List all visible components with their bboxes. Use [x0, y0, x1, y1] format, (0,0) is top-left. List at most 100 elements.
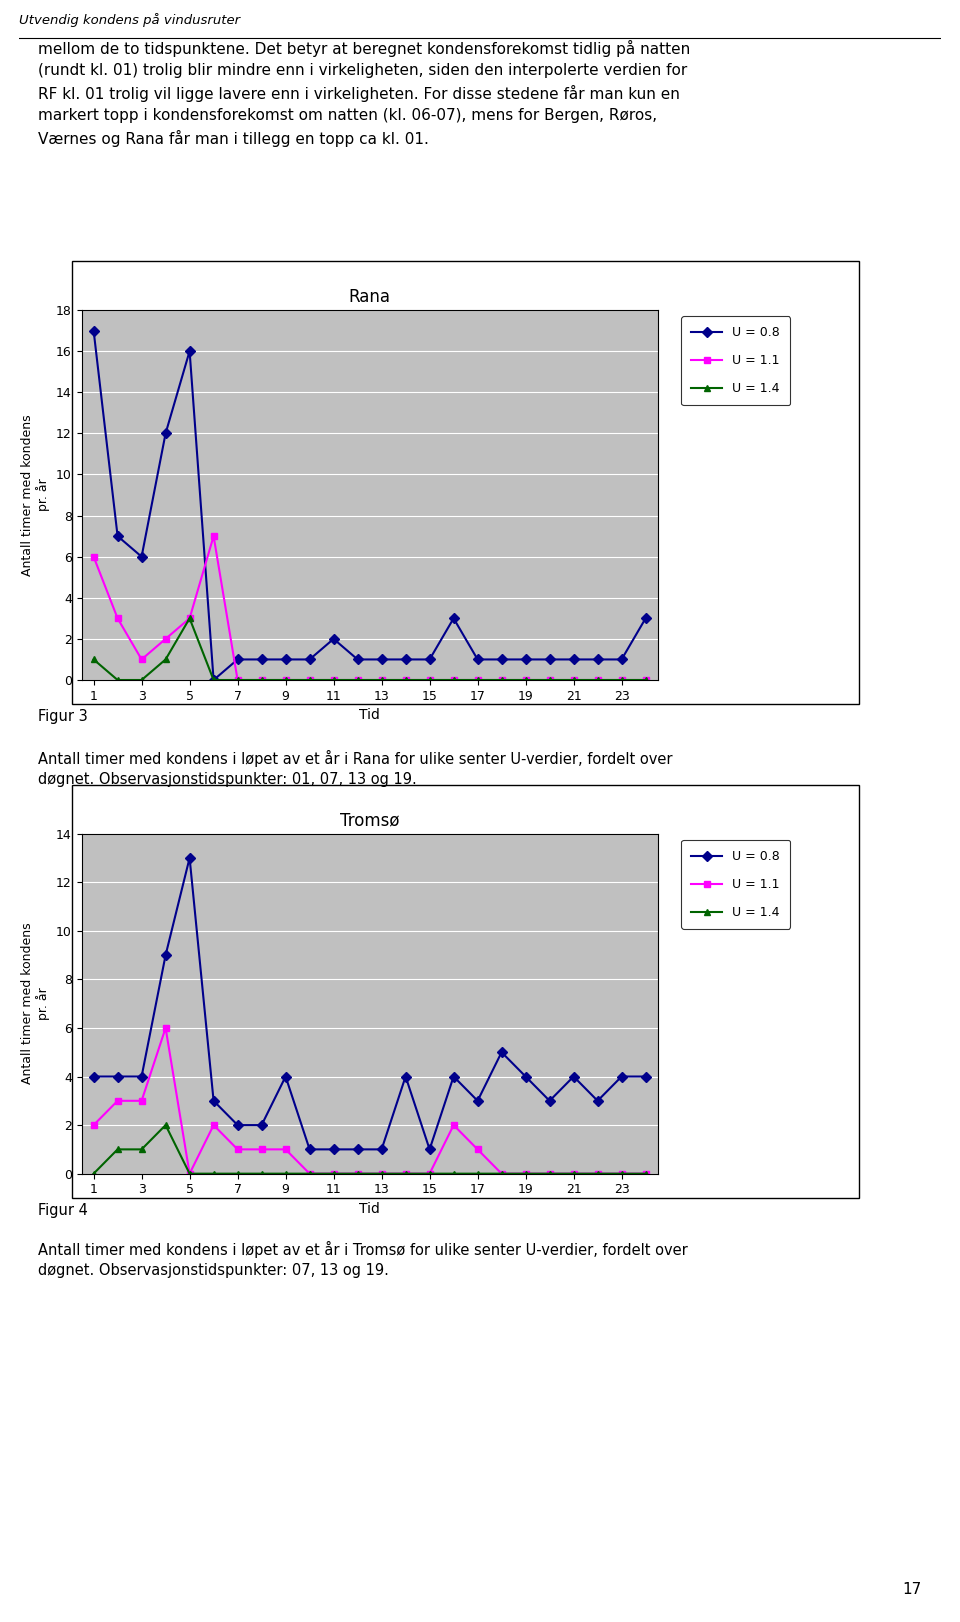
U = 1.1: [159, 1019, 171, 1038]
U = 0.8: [87, 1067, 100, 1087]
U = 1.4: [591, 670, 603, 689]
U = 1.4: [207, 1165, 219, 1184]
U = 1.4: [87, 1165, 100, 1184]
U = 0.8: [159, 423, 171, 443]
U = 0.8: [327, 629, 340, 649]
U = 0.8: [591, 650, 603, 670]
U = 1.1: [135, 1092, 147, 1111]
U = 1.4: [280, 670, 292, 689]
U = 1.4: [495, 1165, 507, 1184]
U = 1.1: [159, 629, 171, 649]
U = 1.1: [639, 670, 651, 689]
U = 0.8: [207, 1092, 219, 1111]
U = 1.1: [375, 1165, 387, 1184]
U = 0.8: [567, 650, 579, 670]
U = 1.1: [111, 608, 123, 628]
Text: Figur 4: Figur 4: [38, 1204, 88, 1218]
U = 1.4: [280, 1165, 292, 1184]
U = 1.4: [519, 1165, 531, 1184]
U = 0.8: [495, 1043, 507, 1062]
U = 0.8: [447, 608, 459, 628]
U = 0.8: [351, 1140, 363, 1160]
U = 1.4: [567, 670, 579, 689]
Line: U = 1.1: U = 1.1: [90, 532, 649, 683]
U = 1.4: [327, 1165, 340, 1184]
X-axis label: Tid: Tid: [359, 1202, 380, 1216]
U = 1.4: [207, 670, 219, 689]
Y-axis label: Antall timer med kondens
pr. år: Antall timer med kondens pr. år: [21, 923, 51, 1085]
U = 0.8: [351, 650, 363, 670]
U = 1.4: [303, 670, 315, 689]
Title: Tromsø: Tromsø: [340, 811, 399, 829]
U = 1.1: [543, 1165, 555, 1184]
U = 0.8: [399, 1067, 411, 1087]
U = 1.1: [183, 608, 195, 628]
U = 1.1: [447, 1116, 459, 1135]
U = 1.4: [111, 1140, 123, 1160]
U = 1.1: [615, 1165, 627, 1184]
U = 0.8: [543, 650, 555, 670]
U = 1.4: [399, 670, 411, 689]
U = 1.4: [135, 1140, 147, 1160]
U = 0.8: [111, 1067, 123, 1087]
U = 0.8: [231, 650, 243, 670]
U = 0.8: [207, 670, 219, 689]
Text: mellom de to tidspunktene. Det betyr at beregnet kondensforekomst tidlig på natt: mellom de to tidspunktene. Det betyr at …: [38, 41, 690, 148]
U = 0.8: [447, 1067, 459, 1087]
U = 0.8: [280, 1067, 292, 1087]
U = 0.8: [639, 608, 651, 628]
Line: U = 1.4: U = 1.4: [90, 615, 649, 683]
Title: Rana: Rana: [348, 287, 391, 305]
U = 0.8: [303, 1140, 315, 1160]
U = 1.4: [111, 670, 123, 689]
U = 0.8: [255, 650, 267, 670]
U = 1.1: [519, 670, 531, 689]
U = 1.4: [423, 670, 435, 689]
U = 1.1: [375, 670, 387, 689]
Text: Figur 3: Figur 3: [38, 709, 88, 725]
U = 1.4: [255, 670, 267, 689]
U = 1.1: [423, 1165, 435, 1184]
U = 1.1: [87, 1116, 100, 1135]
U = 0.8: [87, 321, 100, 341]
U = 0.8: [255, 1116, 267, 1135]
U = 1.4: [471, 1165, 483, 1184]
U = 1.4: [591, 1165, 603, 1184]
U = 0.8: [495, 650, 507, 670]
U = 1.4: [327, 670, 340, 689]
U = 1.1: [519, 1165, 531, 1184]
U = 0.8: [399, 650, 411, 670]
U = 0.8: [567, 1067, 579, 1087]
U = 1.1: [351, 670, 363, 689]
Legend: U = 0.8, U = 1.1, U = 1.4: U = 0.8, U = 1.1, U = 1.4: [682, 840, 790, 929]
U = 1.4: [255, 1165, 267, 1184]
U = 1.4: [159, 650, 171, 670]
U = 1.4: [351, 670, 363, 689]
U = 1.1: [231, 1140, 243, 1160]
U = 1.4: [447, 1165, 459, 1184]
U = 1.1: [231, 670, 243, 689]
U = 1.4: [495, 670, 507, 689]
U = 0.8: [303, 650, 315, 670]
U = 0.8: [639, 1067, 651, 1087]
U = 1.4: [543, 1165, 555, 1184]
U = 0.8: [423, 650, 435, 670]
U = 0.8: [375, 1140, 387, 1160]
U = 1.1: [87, 547, 100, 566]
U = 1.4: [135, 670, 147, 689]
U = 0.8: [543, 1092, 555, 1111]
U = 1.1: [399, 1165, 411, 1184]
X-axis label: Tid: Tid: [359, 709, 380, 722]
U = 0.8: [519, 1067, 531, 1087]
U = 1.4: [447, 670, 459, 689]
U = 1.1: [255, 1140, 267, 1160]
U = 1.4: [87, 650, 100, 670]
U = 1.1: [471, 670, 483, 689]
U = 1.1: [207, 1116, 219, 1135]
U = 1.4: [423, 1165, 435, 1184]
U = 1.4: [159, 1116, 171, 1135]
U = 0.8: [159, 946, 171, 965]
U = 0.8: [375, 650, 387, 670]
U = 1.1: [567, 1165, 579, 1184]
U = 1.4: [639, 1165, 651, 1184]
